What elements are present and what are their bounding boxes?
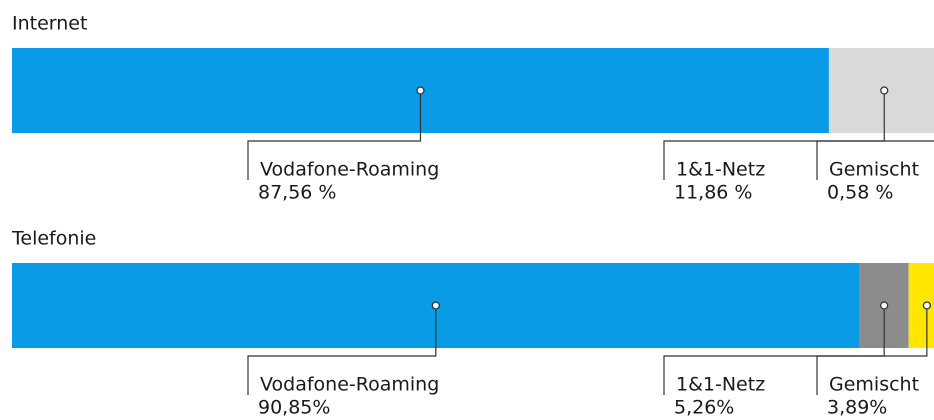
category-label: 1&1-Netz: [676, 159, 765, 181]
leader-dot: [416, 86, 425, 95]
category-label: Gemischt: [829, 374, 919, 396]
value-label: 5,26%: [674, 397, 734, 419]
leader-dot: [922, 301, 932, 310]
value-label: 3,89%: [827, 397, 887, 419]
leader-dot: [880, 86, 889, 95]
chart-title: Telefonie: [11, 228, 96, 250]
leader-line: [663, 305, 885, 395]
leader-dot: [880, 301, 889, 310]
chart-title: Internet: [12, 13, 87, 35]
leader-line: [816, 305, 928, 395]
leader-line: [247, 305, 437, 395]
leader-line: [663, 90, 885, 180]
leader-line: [816, 140, 934, 180]
leader-line: [247, 90, 422, 180]
category-label: Vodafone-Roaming: [260, 159, 439, 181]
value-label: 0,58 %: [827, 182, 893, 204]
value-label: 87,56 %: [258, 182, 337, 204]
category-label: 1&1-Netz: [676, 374, 765, 396]
value-label: 90,85%: [258, 397, 330, 419]
category-label: Vodafone-Roaming: [260, 374, 439, 396]
category-label: Gemischt: [829, 159, 919, 181]
value-label: 11,86 %: [674, 182, 753, 204]
leader-dot: [431, 301, 440, 310]
